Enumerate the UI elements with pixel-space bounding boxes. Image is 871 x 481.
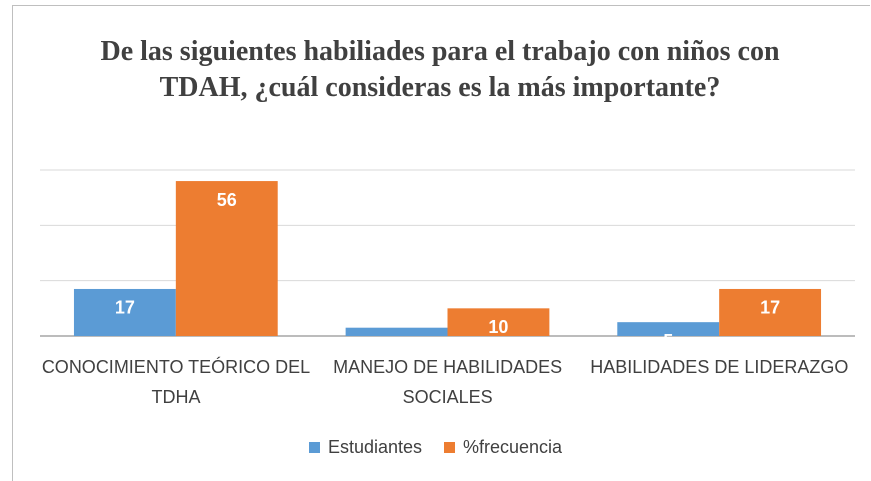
legend-swatch (308, 442, 320, 453)
data-label: 56 (217, 190, 237, 210)
bar (73, 288, 176, 336)
bar (719, 288, 822, 336)
legend-item: %frecuencia (444, 437, 562, 458)
bar (617, 322, 720, 336)
chart-title: De las siguientes habiliades para el tra… (100, 36, 780, 103)
x-tick-label: MANEJO DE HABILIDADES SOCIALES (333, 357, 563, 407)
x-tick-label: CONOCIMIENTO TEÓRICO DEL TDHA (41, 357, 311, 407)
x-tick-label: HABILIDADES DE LIDERAZGO (590, 357, 849, 377)
chart-frame (12, 5, 870, 481)
legend: Estudiantes %frecuencia (0, 437, 871, 458)
bar (345, 327, 448, 336)
legend-label: Estudiantes (327, 437, 422, 457)
data-label: 17 (760, 298, 780, 318)
bar (447, 308, 550, 336)
data-label: 17 (115, 298, 135, 318)
legend-item: Estudiantes (308, 437, 422, 458)
data-label: 5 (663, 331, 673, 351)
legend-label: %frecuencia (463, 437, 563, 457)
legend-swatch (444, 442, 455, 453)
bar (175, 181, 278, 336)
data-label: 3 (392, 336, 402, 356)
data-label: 10 (488, 317, 508, 337)
